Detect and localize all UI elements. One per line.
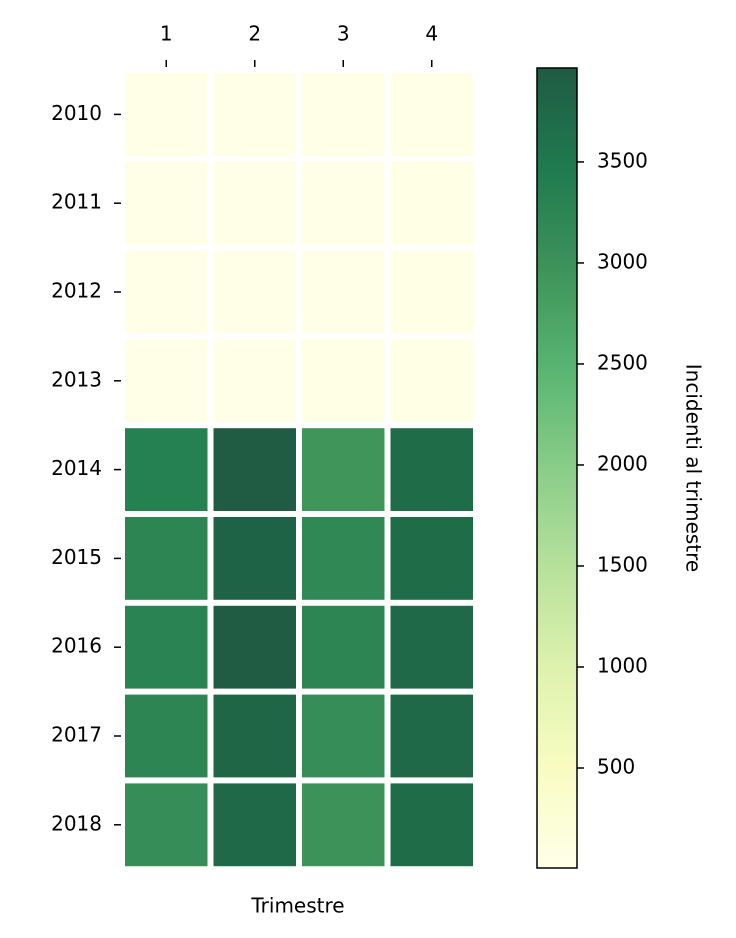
heatmap-cell [302, 428, 385, 511]
heatmap-cell [213, 694, 296, 778]
y-tick-label: 2015 [51, 545, 102, 569]
y-tick-label: 2012 [51, 279, 102, 303]
x-axis-label: Trimestre [250, 894, 344, 918]
heatmap-cell [213, 605, 296, 689]
heatmap-cell [125, 694, 208, 778]
x-tick-label: 1 [160, 22, 173, 46]
heatmap-cell [213, 73, 296, 156]
heatmap-cell [390, 517, 473, 600]
heatmap-cell [390, 161, 473, 245]
heatmap-cell [213, 250, 296, 334]
heatmap-cell [125, 73, 208, 156]
colorbar-tick-label: 1000 [597, 653, 648, 677]
heatmap-cell [302, 161, 385, 245]
x-tick-label: 2 [248, 22, 261, 46]
heatmap-cell [390, 250, 473, 334]
heatmap-cell [390, 428, 473, 511]
heatmap-cell [302, 250, 385, 334]
y-tick-label: 2013 [51, 367, 102, 391]
heatmap-cell [213, 783, 296, 867]
colorbar-tick-label: 3000 [597, 249, 648, 273]
heatmap-cell [125, 605, 208, 689]
colorbar-tick-label: 1500 [597, 552, 648, 576]
y-tick-label: 2010 [51, 101, 102, 125]
y-tick-label: 2016 [51, 634, 102, 658]
colorbar-label: Incidenti al trimestre [682, 364, 706, 573]
heatmap-cell [390, 605, 473, 689]
heatmap-cell [213, 161, 296, 245]
heatmap-cell [213, 339, 296, 423]
colorbar-tick-label: 2000 [597, 451, 648, 475]
x-tick-label: 3 [337, 22, 350, 46]
colorbar [536, 67, 578, 869]
heatmap-cell [125, 250, 208, 334]
y-tick-label: 2017 [51, 723, 102, 747]
heatmap-cell [302, 783, 385, 867]
heatmap-cell [213, 428, 296, 511]
colorbar-tick-label: 2500 [597, 350, 648, 374]
colorbar-tick-label: 3500 [597, 148, 648, 172]
heatmap-cell [125, 339, 208, 423]
heatmap-cell [302, 694, 385, 778]
heatmap-cell [390, 694, 473, 778]
heatmap-cell [302, 517, 385, 600]
colorbar-tick-label: 500 [597, 755, 635, 779]
heatmap-cell [390, 339, 473, 423]
heatmap-cell [125, 517, 208, 600]
y-tick-label: 2014 [51, 456, 102, 480]
x-tick-label: 4 [425, 22, 438, 46]
heatmap-cell [302, 605, 385, 689]
heatmap-cell [125, 428, 208, 511]
y-tick-label: 2011 [51, 190, 102, 214]
heatmap-cell [302, 339, 385, 423]
heatmap-cell [390, 783, 473, 867]
heatmap-cell [213, 517, 296, 600]
y-tick-label: 2018 [51, 811, 102, 835]
heatmap-cell [390, 73, 473, 156]
heatmap-cell [125, 783, 208, 867]
heatmap-cell [302, 73, 385, 156]
heatmap-cell [125, 161, 208, 245]
